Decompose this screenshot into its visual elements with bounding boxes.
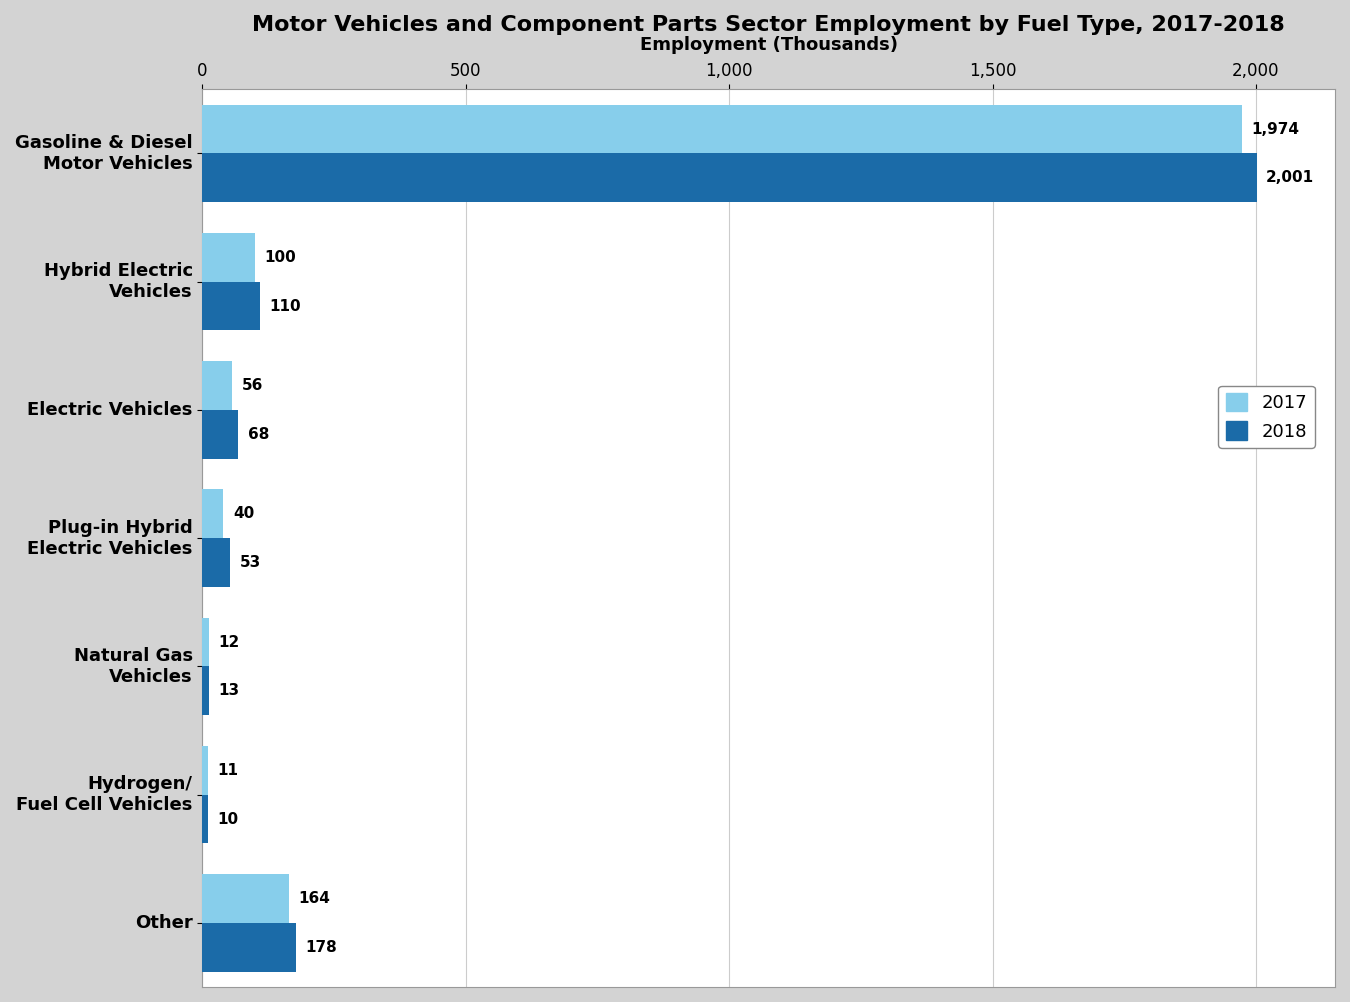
Bar — [202, 410, 238, 459]
Bar — [202, 666, 209, 715]
Bar — [202, 282, 261, 331]
Text: 53: 53 — [240, 555, 261, 570]
Bar — [202, 617, 209, 666]
Text: 110: 110 — [270, 299, 301, 314]
Title: Motor Vehicles and Component Parts Sector Employment by Fuel Type, 2017-2018: Motor Vehicles and Component Parts Secto… — [252, 15, 1285, 35]
Bar — [202, 795, 208, 844]
Bar — [202, 745, 208, 795]
Text: 13: 13 — [219, 683, 240, 698]
Bar — [202, 538, 231, 587]
Text: 100: 100 — [265, 249, 296, 265]
Bar — [202, 153, 1257, 202]
Bar — [202, 489, 223, 538]
Bar — [202, 232, 255, 282]
X-axis label: Employment (Thousands): Employment (Thousands) — [640, 36, 898, 54]
Text: 1,974: 1,974 — [1251, 121, 1300, 136]
Text: 164: 164 — [298, 891, 331, 906]
Text: 10: 10 — [217, 812, 238, 827]
Text: 178: 178 — [305, 940, 338, 955]
Text: 68: 68 — [247, 427, 269, 442]
Bar — [202, 923, 296, 972]
Text: 12: 12 — [219, 634, 239, 649]
Text: 56: 56 — [242, 378, 263, 393]
Text: 40: 40 — [234, 506, 254, 521]
Legend: 2017, 2018: 2017, 2018 — [1219, 386, 1315, 448]
Bar — [202, 361, 232, 410]
Text: 11: 11 — [217, 763, 239, 778]
Bar — [202, 105, 1242, 153]
Bar — [202, 874, 289, 923]
Text: 2,001: 2,001 — [1266, 170, 1314, 185]
